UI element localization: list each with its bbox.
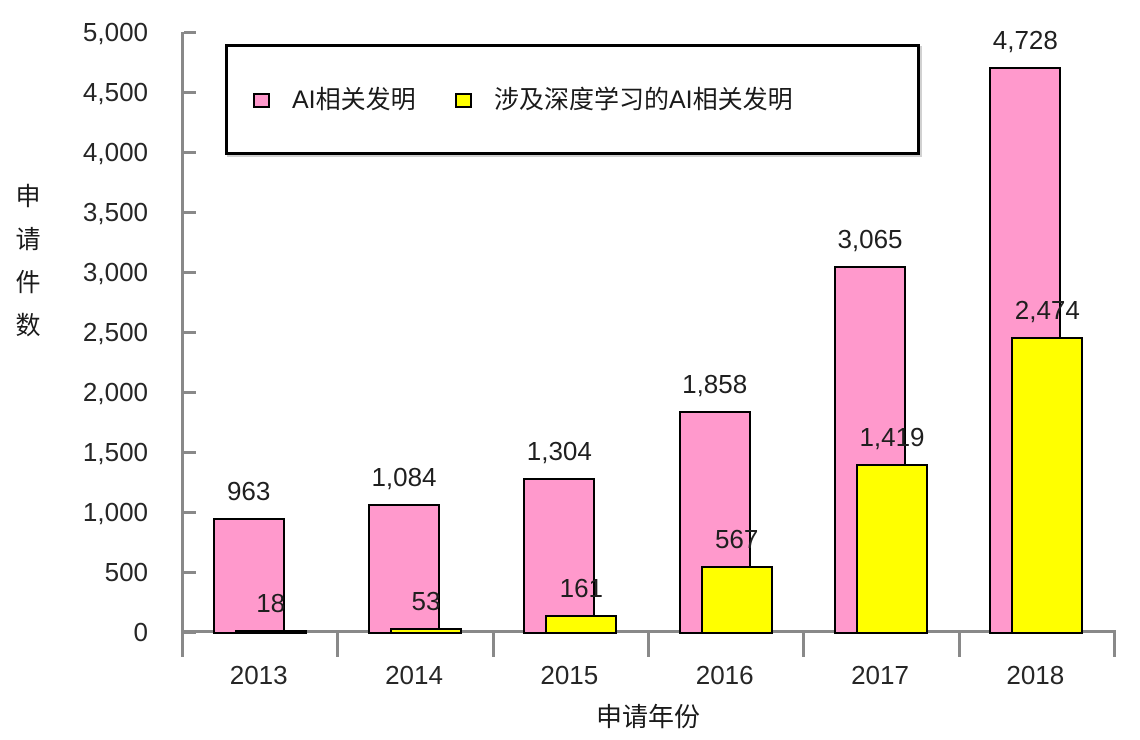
y-axis-tick <box>184 330 196 334</box>
legend-swatch-deep-learning <box>455 92 472 108</box>
y-tick-label: 5,000 <box>82 17 148 47</box>
y-tick-label: 4,500 <box>82 77 148 107</box>
x-category-label: 2016 <box>695 660 754 690</box>
y-axis-line <box>181 32 184 656</box>
y-tick-label: 2,500 <box>82 317 148 347</box>
x-axis-tick <box>1113 633 1116 657</box>
bar-value-label-ai-2016: 1,858 <box>682 369 748 400</box>
bar-deep-learning-2017 <box>856 463 928 634</box>
bar-deep-learning-2014 <box>390 627 462 634</box>
y-tick-label: 3,000 <box>82 257 148 287</box>
bar-value-label-deep-learning-2013: 18 <box>256 588 286 618</box>
y-axis-title: 申请件数 <box>12 176 44 348</box>
x-axis-line <box>181 630 1116 633</box>
bar-value-label-deep-learning-2014: 53 <box>411 585 441 616</box>
y-axis-tick <box>184 390 196 394</box>
y-tick-label: 2,000 <box>82 377 148 407</box>
y-axis-tick <box>184 30 196 34</box>
y-axis-tick <box>184 570 196 574</box>
x-category-label: 2013 <box>229 660 288 690</box>
bar-deep-learning-2013 <box>234 630 307 634</box>
bar-value-label-deep-learning-2016: 567 <box>714 523 759 554</box>
x-category-label: 2015 <box>540 660 599 690</box>
x-axis-tick <box>802 633 806 657</box>
legend-entry-ai: AI相关发明 <box>253 85 416 115</box>
y-tick-label: 1,500 <box>82 437 148 467</box>
y-axis-tick <box>184 210 196 214</box>
y-axis-title-char: 请 <box>15 226 41 254</box>
y-tick-label: 500 <box>104 557 148 587</box>
y-axis-tick <box>184 150 196 154</box>
legend-swatch-ai <box>253 92 270 108</box>
legend-label-deep-learning: 涉及深度学习的AI相关发明 <box>494 86 793 114</box>
bar-value-label-ai-2017: 3,065 <box>837 224 903 255</box>
y-axis-title-char: 数 <box>15 312 41 340</box>
x-axis-tick <box>957 633 961 657</box>
x-axis-tick <box>491 633 495 657</box>
x-category-label: 2018 <box>1006 660 1065 690</box>
y-axis-title-char: 件 <box>15 269 41 297</box>
bar-ai-2013 <box>212 518 285 634</box>
bar-value-label-ai-2018: 4,728 <box>992 24 1058 55</box>
y-axis-tick <box>184 270 196 274</box>
legend-label-ai: AI相关发明 <box>292 86 416 114</box>
y-tick-label: 1,000 <box>82 497 148 527</box>
y-axis-tick <box>184 450 196 454</box>
y-tick-label: 0 <box>133 617 148 647</box>
bar-deep-learning-2015 <box>545 614 618 634</box>
y-axis-tick <box>184 510 196 514</box>
y-axis-title-char: 申 <box>15 183 41 211</box>
bar-value-label-ai-2015: 1,304 <box>526 435 592 466</box>
x-axis-title: 申请年份 <box>595 702 700 732</box>
bar-deep-learning-2018 <box>1011 337 1084 634</box>
bar-value-label-deep-learning-2017: 1,419 <box>859 421 925 452</box>
y-tick-label: 3,500 <box>82 197 148 227</box>
x-axis-tick <box>181 633 184 657</box>
x-category-label: 2014 <box>385 660 443 690</box>
bar-ai-2015 <box>523 477 596 634</box>
bar-value-label-deep-learning-2018: 2,474 <box>1014 295 1080 326</box>
bar-value-label-ai-2013: 963 <box>226 476 271 507</box>
legend: AI相关发明 涉及深度学习的AI相关发明 <box>225 44 920 155</box>
bar-ai-2014 <box>368 503 440 634</box>
y-tick-label: 4,000 <box>82 137 148 167</box>
bar-value-label-ai-2014: 1,084 <box>371 461 437 492</box>
bar-value-label-deep-learning-2015: 161 <box>559 572 604 603</box>
x-axis-tick <box>647 633 650 657</box>
y-axis-tick <box>184 630 196 634</box>
y-axis-tick <box>184 90 196 94</box>
legend-entry-deep-learning: 涉及深度学习的AI相关发明 <box>455 85 793 115</box>
x-axis-tick <box>336 633 340 657</box>
x-category-label: 2017 <box>851 660 909 690</box>
bar-deep-learning-2016 <box>700 565 773 634</box>
